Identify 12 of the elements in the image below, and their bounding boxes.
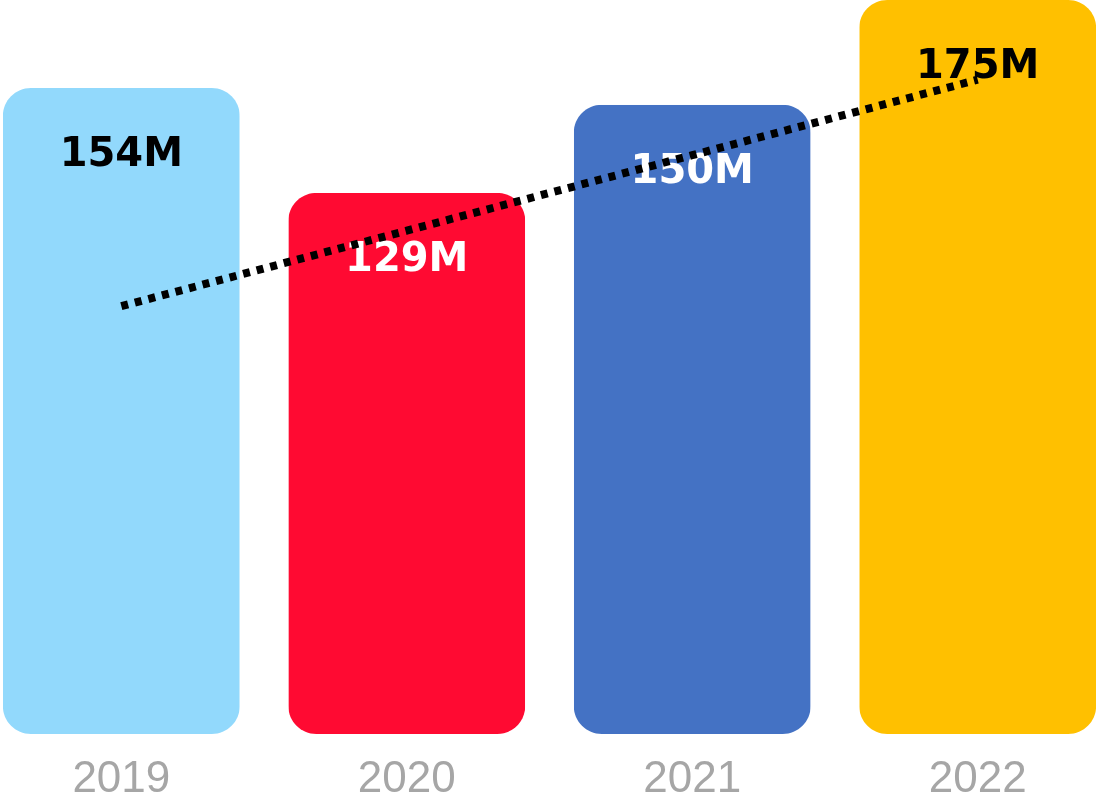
- data-label: 175M: [916, 41, 1040, 87]
- bar: [859, 0, 1097, 734]
- x-tick-label: 2020: [357, 751, 456, 800]
- data-label: 150M: [630, 145, 754, 192]
- bar: [573, 104, 811, 734]
- bar: [288, 192, 526, 734]
- x-tick-label: 2022: [928, 751, 1027, 800]
- data-label: 154M: [59, 129, 183, 176]
- x-tick-label: 2021: [643, 751, 742, 800]
- x-tick-label: 2019: [72, 751, 171, 800]
- bar: [2, 88, 240, 734]
- data-label: 129M: [345, 233, 469, 280]
